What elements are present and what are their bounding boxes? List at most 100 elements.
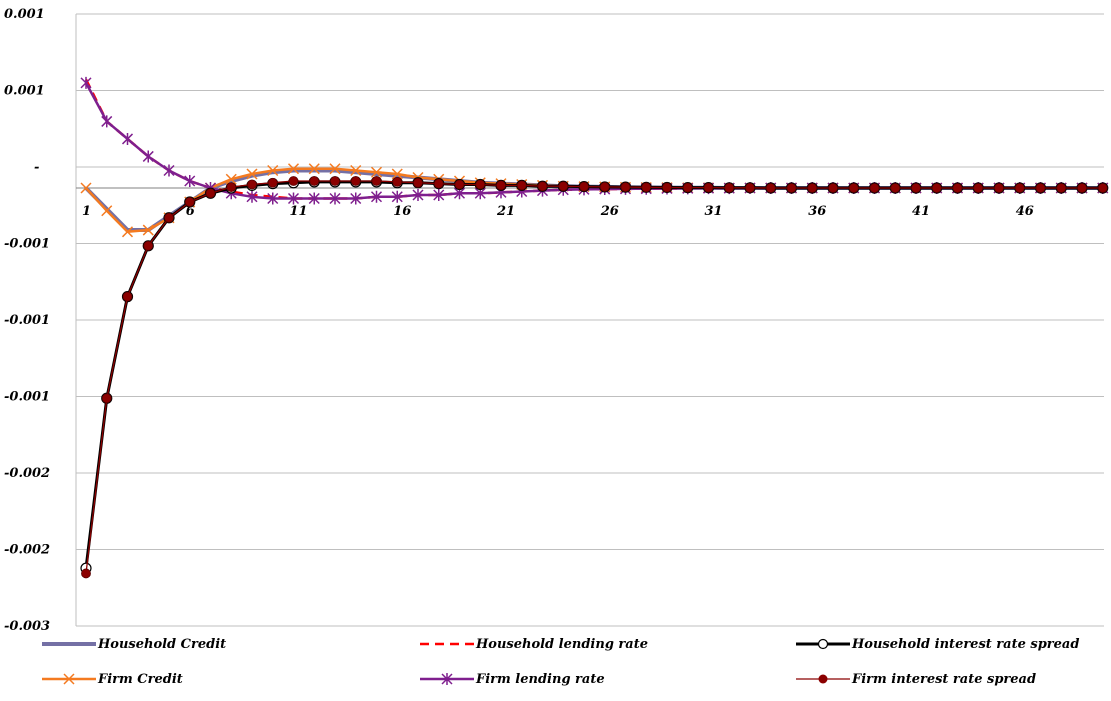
- data-point: [599, 182, 610, 192]
- data-point: [413, 177, 423, 188]
- data-point: [308, 163, 320, 175]
- data-point: [745, 182, 755, 193]
- y-tick-label: 0.001: [4, 7, 45, 22]
- legend-label: Firm lending rate: [475, 672, 605, 687]
- series-line: [85, 167, 1103, 234]
- data-point: [350, 192, 362, 205]
- data-point: [931, 183, 942, 193]
- data-point: [537, 181, 548, 192]
- legend-swatch-marker: [63, 673, 75, 685]
- legend-label: Household Credit: [97, 637, 226, 652]
- data-point: [142, 224, 154, 236]
- data-point: [309, 176, 320, 186]
- data-point: [267, 192, 279, 205]
- data-point: [516, 180, 527, 191]
- data-point: [558, 181, 569, 192]
- legend-swatch-marker: [817, 638, 829, 650]
- legend-label: Firm Credit: [97, 672, 183, 687]
- data-point: [226, 182, 237, 193]
- data-point: [682, 182, 693, 193]
- data-point: [1014, 183, 1025, 193]
- series-household-interest-rate-spread: [80, 176, 1109, 574]
- data-point: [620, 182, 631, 193]
- data-point: [122, 291, 133, 302]
- data-point: [184, 174, 196, 187]
- legend-item: Firm lending rate: [420, 672, 605, 687]
- y-tick-label: -0.001: [4, 313, 50, 328]
- series-firm-interest-rate-spread: [81, 176, 1108, 579]
- data-point: [80, 76, 92, 89]
- data-point: [391, 168, 403, 180]
- data-point: [1056, 183, 1067, 193]
- series-group: [80, 76, 1109, 579]
- data-point: [121, 132, 134, 145]
- x-tick-label: 31: [705, 204, 723, 219]
- data-point: [973, 183, 984, 193]
- y-tick-label: -0.001: [4, 390, 50, 405]
- data-point: [101, 393, 112, 404]
- x-tick-label: 26: [600, 204, 619, 219]
- series-line: [84, 168, 1103, 232]
- y-tick-label: -0.003: [4, 619, 50, 634]
- x-tick-label: 41: [912, 204, 930, 219]
- legend-label: Firm interest rate spread: [851, 672, 1036, 687]
- legend-label: Household lending rate: [475, 637, 648, 652]
- data-point: [869, 183, 880, 193]
- data-point: [330, 176, 340, 186]
- data-point: [267, 164, 279, 177]
- data-point: [350, 164, 362, 177]
- data-point: [807, 183, 818, 193]
- data-point: [121, 226, 134, 238]
- legend-item: Household Credit: [42, 637, 226, 652]
- series-firm-credit: [80, 163, 1109, 238]
- data-point: [163, 164, 175, 177]
- data-point: [101, 205, 113, 217]
- data-point: [911, 183, 921, 193]
- y-tick-label: -0.002: [4, 466, 50, 481]
- data-point: [370, 166, 383, 178]
- data-point: [371, 176, 382, 186]
- legend-item: Household lending rate: [420, 637, 648, 652]
- data-point: [391, 190, 403, 203]
- data-point: [392, 176, 403, 187]
- data-point: [1097, 183, 1108, 193]
- data-point: [80, 182, 92, 194]
- legend: Household Credit Household lending rate Ho…: [42, 637, 1079, 687]
- data-point: [724, 182, 735, 193]
- data-point: [848, 183, 859, 193]
- x-tick-label: 46: [1016, 204, 1034, 219]
- data-point: [350, 176, 361, 186]
- x-tick-label: 36: [808, 204, 826, 219]
- data-point: [703, 182, 714, 193]
- data-point: [370, 190, 383, 203]
- x-tick-label: 11: [290, 204, 308, 219]
- data-point: [287, 163, 300, 175]
- data-point: [1077, 183, 1087, 193]
- data-point: [828, 183, 838, 193]
- data-point: [225, 173, 237, 185]
- y-tick-labels: 0.001 0.001 - -0.001 -0.001 -0.001 -0.002 -0.00…: [4, 7, 50, 634]
- data-point: [1035, 183, 1046, 193]
- y-tick-label: -: [34, 160, 39, 175]
- series-household-credit: [84, 168, 1103, 232]
- data-point: [890, 183, 901, 193]
- data-point: [454, 179, 465, 190]
- x-tick-label: 16: [393, 204, 411, 219]
- x-tick-label: 6: [186, 204, 195, 219]
- data-point: [142, 150, 154, 163]
- data-point: [641, 182, 652, 193]
- data-point: [765, 183, 776, 193]
- data-point: [994, 183, 1004, 193]
- data-point: [267, 177, 278, 188]
- x-tick-label: 21: [496, 204, 515, 219]
- data-point: [786, 183, 797, 193]
- data-point: [247, 179, 257, 190]
- data-point: [164, 212, 174, 223]
- data-point: [329, 163, 341, 175]
- data-point: [329, 192, 341, 205]
- data-point: [308, 192, 320, 205]
- legend-swatch-marker: [818, 674, 828, 684]
- data-point: [101, 115, 113, 128]
- x-tick-label: 1: [82, 204, 91, 219]
